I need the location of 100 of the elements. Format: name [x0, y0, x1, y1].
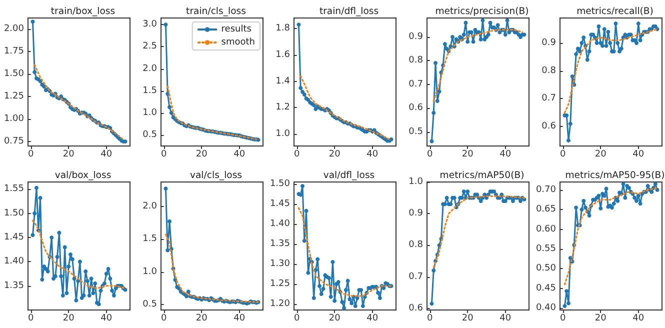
point [104, 272, 108, 276]
point [57, 230, 62, 235]
point [582, 198, 586, 203]
point [430, 139, 434, 144]
x-tick-label: 20 [328, 314, 341, 324]
point [332, 298, 337, 303]
y-tick-label: 1.4 [276, 76, 290, 86]
point [298, 86, 303, 90]
point [606, 30, 610, 34]
point [442, 42, 447, 46]
point [318, 284, 322, 288]
y-tick-label: 0.60 [536, 224, 556, 234]
y-tick-label: 0.40 [536, 303, 556, 314]
point [304, 208, 308, 213]
y-tick-label: 0.5 [408, 126, 423, 137]
y-tick-label: 1.40 [270, 219, 290, 229]
x-tick-label: 20 [328, 150, 341, 160]
x-tick-label: 40 [500, 314, 512, 324]
y-tick-label: 1.50 [4, 208, 24, 218]
y-tick-label: 2.0 [142, 64, 158, 74]
point [598, 206, 603, 210]
x-tick-label: 0 [426, 314, 433, 324]
x-tick-label: 0 [294, 150, 300, 160]
point [64, 291, 69, 296]
point [616, 41, 620, 46]
x-tick-label: 20 [462, 150, 474, 160]
point [618, 49, 622, 54]
point [619, 46, 624, 51]
point [60, 294, 65, 298]
point [89, 276, 94, 281]
y-tick-label: 1.50 [270, 179, 290, 189]
point [316, 257, 320, 262]
point [462, 189, 466, 194]
point [478, 198, 483, 203]
chart-title: train/cls_loss [186, 6, 246, 17]
point [91, 291, 96, 296]
point [566, 301, 570, 306]
point [600, 44, 604, 48]
y-tick-label: 0.6 [408, 103, 424, 114]
y-tick-label: 0.50 [536, 264, 556, 274]
y-tick-label: 1.8 [276, 24, 290, 34]
point [330, 260, 335, 264]
y-tick-label: 1.25 [270, 279, 290, 289]
x-tick-label: 40 [100, 150, 112, 160]
point [108, 276, 112, 281]
point [98, 288, 103, 293]
point [496, 23, 500, 28]
point [72, 276, 76, 281]
point [636, 22, 640, 26]
y-tick-label: 0.45 [536, 283, 556, 294]
chart-title: metrics/mAP50-95(B) [565, 170, 665, 181]
y-tick-label: 0.9 [408, 208, 424, 219]
point [582, 35, 586, 40]
y-tick-label: 0.6 [408, 303, 424, 314]
point [186, 290, 190, 294]
point [466, 40, 470, 44]
point [612, 202, 616, 206]
point [576, 46, 580, 51]
y-tick-label: 0.9 [542, 38, 556, 48]
point [348, 297, 352, 302]
chart-title: val/cls_loss [190, 170, 242, 181]
point [86, 279, 90, 284]
point [306, 270, 310, 275]
point [70, 257, 74, 262]
point [584, 206, 588, 210]
point [38, 196, 42, 200]
x-tick-label: 0 [160, 150, 167, 160]
point [574, 52, 578, 56]
y-tick-label: 2.5 [142, 42, 157, 52]
y-tick-label: 0.6 [542, 122, 556, 132]
y-tick-label: 0.55 [536, 244, 556, 254]
y-tick-label: 1.20 [270, 299, 290, 309]
point [471, 40, 476, 44]
point [32, 211, 37, 216]
point [30, 20, 35, 24]
point [32, 70, 37, 74]
point [168, 219, 172, 224]
point [486, 32, 490, 37]
point [432, 268, 436, 272]
point [435, 98, 440, 103]
point [444, 196, 449, 200]
x-tick-label: 40 [632, 314, 644, 324]
point [340, 300, 344, 304]
y-tick-label: 0.65 [536, 204, 556, 215]
chart-title: metrics/mAP50(B) [440, 170, 524, 181]
point [319, 292, 324, 296]
x-tick-label: 20 [594, 314, 607, 324]
y-tick-label: 0.5 [142, 130, 157, 140]
x-tick-label: 0 [426, 150, 433, 160]
point [302, 92, 306, 97]
point [432, 110, 436, 115]
y-tick-label: 2.0 [142, 201, 158, 212]
x-tick-label: 40 [632, 150, 644, 160]
y-tick-label: 1.40 [4, 256, 24, 267]
y-tick-label: 1.45 [270, 199, 290, 209]
y-tick-label: 1.6 [276, 50, 290, 60]
point [360, 304, 365, 308]
x-tick-label: 0 [560, 314, 566, 324]
point [59, 274, 64, 278]
point [50, 236, 54, 240]
